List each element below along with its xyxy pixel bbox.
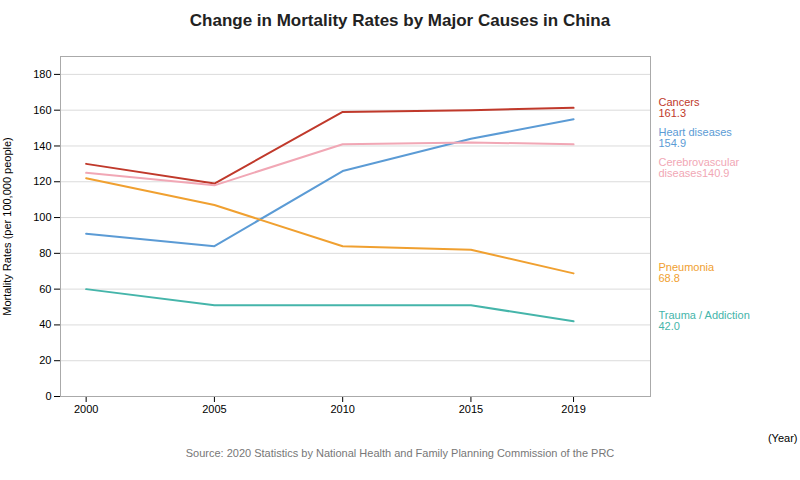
svg-text:60: 60 xyxy=(39,283,51,295)
svg-text:2010: 2010 xyxy=(330,403,354,415)
svg-text:40: 40 xyxy=(39,318,51,330)
svg-text:2000: 2000 xyxy=(74,403,98,415)
svg-text:Cerebrovasculardiseases140.9: Cerebrovasculardiseases140.9 xyxy=(659,156,740,179)
svg-text:2019: 2019 xyxy=(561,403,585,415)
svg-text:2005: 2005 xyxy=(202,403,226,415)
svg-text:20: 20 xyxy=(39,354,51,366)
svg-text:Cancers161.3: Cancers161.3 xyxy=(659,96,700,119)
svg-text:100: 100 xyxy=(33,211,51,223)
svg-text:Pneumonia68.8: Pneumonia68.8 xyxy=(659,261,716,284)
svg-text:120: 120 xyxy=(33,175,51,187)
svg-text:140: 140 xyxy=(33,139,51,151)
svg-text:2015: 2015 xyxy=(459,403,483,415)
svg-text:180: 180 xyxy=(33,68,51,80)
html-text:Source: 2020 Statistics by Nat: Source: 2020 Statistics by National Heal… xyxy=(185,447,615,459)
svg-text:(Year): (Year) xyxy=(768,432,798,444)
svg-text:80: 80 xyxy=(39,247,51,259)
svg-text:Trauma / Addiction42.0: Trauma / Addiction42.0 xyxy=(659,309,750,332)
svg-text:160: 160 xyxy=(33,104,51,116)
svg-text:Heart diseases154.9: Heart diseases154.9 xyxy=(659,126,733,149)
html-text:Change in Mortality Rates by M: Change in Mortality Rates by Major Cause… xyxy=(189,11,611,30)
svg-text:Mortality Rates (per 100,000 p: Mortality Rates (per 100,000 people) xyxy=(1,137,13,316)
svg-text:0: 0 xyxy=(45,390,51,402)
